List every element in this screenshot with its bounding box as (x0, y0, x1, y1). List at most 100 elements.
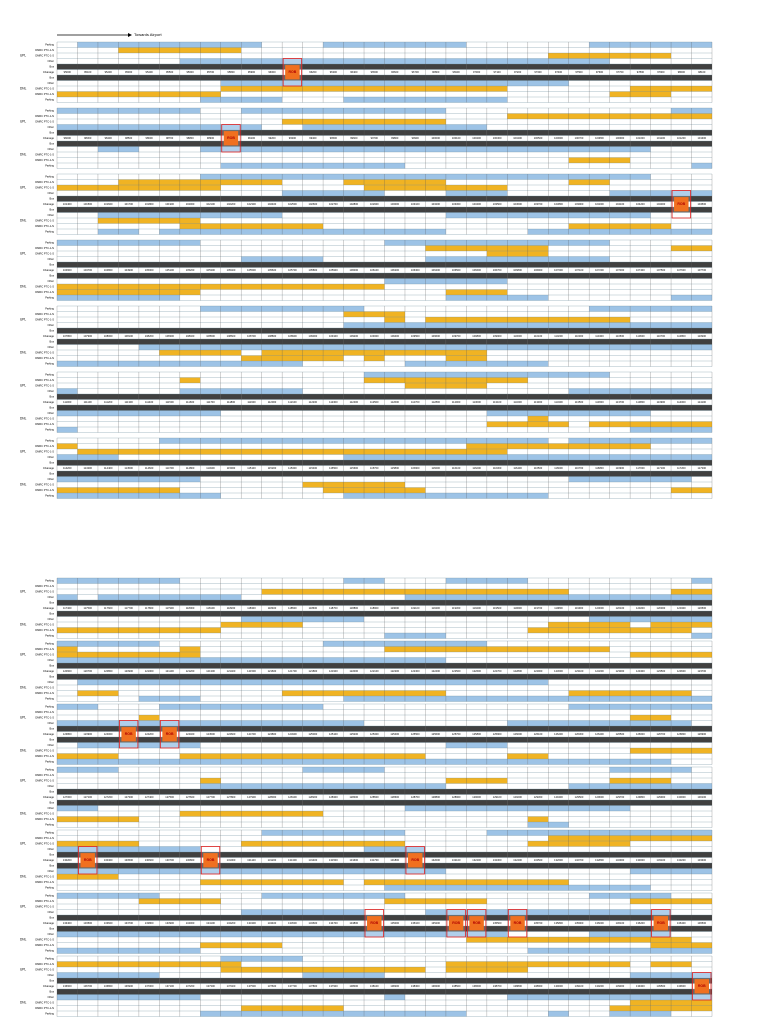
annotation-fill (407, 853, 423, 868)
chainage: 95200 (105, 70, 113, 74)
chainage: 105200 (186, 268, 195, 272)
lane-fill (57, 863, 78, 869)
row-label: Parking (45, 578, 54, 582)
chainage: 122000 (349, 669, 358, 673)
chainage: 132500 (534, 858, 543, 862)
chainage: 136400 (677, 921, 686, 925)
chainage: 131300 (288, 858, 297, 862)
chainage: 129800 (636, 795, 645, 799)
chainage: 139400 (636, 984, 645, 988)
chainage: 119600 (513, 606, 522, 610)
chainage: 129600 (595, 795, 604, 799)
lane-fill (261, 328, 405, 334)
chainage: 107000 (554, 268, 563, 272)
lane-fill (220, 130, 365, 136)
row-label: DMRC PTC-1-S (35, 778, 54, 782)
annotation-fill (448, 916, 464, 931)
chainage: 134500 (288, 921, 297, 925)
chainage: 124700 (247, 732, 256, 736)
lane-fill (261, 830, 405, 836)
chainage: 105700 (288, 268, 297, 272)
lane-fill (609, 931, 672, 937)
lane-fill (343, 493, 405, 499)
lane-fill (425, 783, 446, 789)
chainage: 138800 (513, 984, 522, 988)
lane-fill (425, 663, 487, 669)
row-label: Parking (45, 704, 54, 708)
row-label: Parking (45, 633, 54, 637)
lane-fill (527, 915, 590, 921)
chainage: 123700 (697, 669, 706, 673)
row-label: Other (48, 721, 55, 725)
chainage: 112900 (452, 400, 461, 404)
lane-fill (548, 937, 692, 943)
chainage: 107600 (677, 268, 686, 272)
chainage: 118900 (370, 606, 379, 610)
lane-fill (568, 438, 712, 444)
row-label: DMRC PTC-1-N (35, 158, 54, 162)
lane-fill (261, 893, 324, 899)
lane-fill (466, 885, 569, 891)
lane-fill (691, 633, 712, 639)
chainage: 130600 (145, 858, 154, 862)
lane-fill (445, 262, 549, 268)
side-label: DNL (20, 875, 27, 879)
annotation: ROB (289, 70, 297, 74)
row-label: DMRC PTC-1-N (35, 710, 54, 714)
chainage: 114300 (83, 466, 92, 470)
row-label: DMRC PTC-1-N (35, 584, 54, 588)
lane-fill (527, 816, 549, 822)
lane-fill (118, 726, 262, 732)
lane-fill (57, 289, 201, 295)
chainage: 126000 (513, 732, 522, 736)
row-label: Parking (45, 948, 54, 952)
chainage: 107700 (697, 268, 706, 272)
chainage: 103900 (575, 202, 584, 206)
row-label: Bus (50, 141, 55, 145)
chainage: 128900 (452, 795, 461, 799)
chainage: 106400 (431, 268, 440, 272)
chainage: 136800 (104, 984, 113, 988)
chainage: 100800 (595, 136, 604, 140)
chainage: 95100 (84, 70, 92, 74)
side-label: UPL (20, 384, 26, 388)
chainage: 136600 (63, 984, 72, 988)
lane-fill (343, 868, 446, 874)
chainage: 120500 (697, 606, 706, 610)
lane-fill (425, 879, 569, 885)
row-label: DMRC PTC-1-N (35, 378, 54, 382)
chainage: 123400 (636, 669, 645, 673)
chainage: 104800 (104, 268, 113, 272)
row-label: DMRC PTC-1-S (35, 874, 54, 878)
annotation: ROB (452, 921, 460, 925)
lane-fill (691, 262, 712, 268)
chainage: 137800 (309, 984, 318, 988)
chainage: 110300 (575, 334, 584, 338)
chainage: 133100 (657, 858, 666, 862)
chainage: 138200 (390, 984, 399, 988)
lane-fill (548, 58, 610, 64)
chainage: 126900 (697, 732, 706, 736)
chainage: 139100 (575, 984, 584, 988)
chainage: 104300 (657, 202, 666, 206)
lane-fill (57, 789, 160, 795)
chainage: 109600 (431, 334, 440, 338)
row-label: Chainage (43, 466, 55, 470)
chainage: 125700 (452, 732, 461, 736)
row-label: DMRC PTC-1-N (35, 224, 54, 228)
lane-fill (343, 394, 365, 400)
row-label: DMRC PTC-1-N (35, 312, 54, 316)
lane-fill (691, 130, 712, 136)
lane-fill (630, 460, 651, 466)
row-label: Other (48, 125, 55, 129)
chainage: 134300 (247, 921, 256, 925)
chainage: 133500 (83, 921, 92, 925)
chainage: 117800 (145, 606, 154, 610)
row-label: Other (48, 81, 55, 85)
chainage: 113900 (657, 400, 666, 404)
lane-fill (650, 622, 712, 628)
chainage: 115100 (247, 466, 256, 470)
chainage: 95500 (166, 70, 174, 74)
chainage: 138400 (431, 984, 440, 988)
lane-fill (548, 726, 610, 732)
